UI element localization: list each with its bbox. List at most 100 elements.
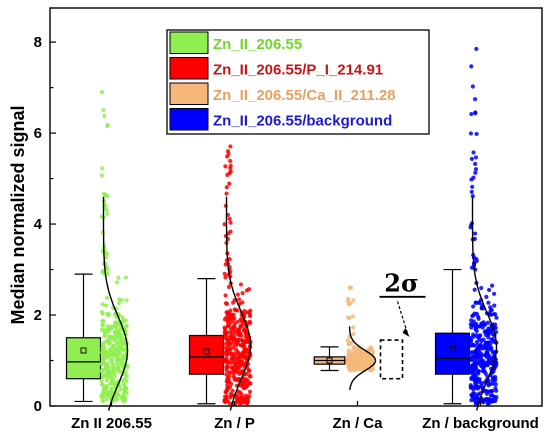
data-point: [241, 328, 247, 333]
data-point: [345, 338, 350, 343]
data-point: [248, 381, 253, 386]
data-point: [351, 298, 356, 303]
data-point: [225, 385, 230, 391]
data-point: [369, 367, 374, 372]
data-point: [116, 301, 121, 306]
distribution-curve: [102, 196, 129, 411]
data-point: [235, 308, 240, 313]
data-point: [102, 355, 107, 360]
data-point: [469, 64, 474, 69]
legend-swatch: [169, 108, 209, 131]
data-point: [119, 335, 125, 340]
mean-marker: [326, 357, 333, 364]
data-point: [247, 313, 253, 319]
data-point: [241, 399, 246, 404]
data-point: [347, 285, 352, 290]
y-tick-label: 4: [34, 216, 43, 233]
legend-label: Zn_II_206.55/P_I_214.91: [213, 62, 383, 79]
data-point: [486, 326, 491, 331]
data-point: [493, 322, 498, 327]
data-point: [469, 156, 475, 162]
data-point: [473, 161, 478, 166]
data-point: [100, 270, 105, 275]
data-point: [236, 360, 241, 365]
data-point: [225, 154, 230, 159]
data-point: [231, 341, 236, 346]
data-point: [479, 306, 484, 311]
data-point: [239, 319, 244, 324]
data-point: [124, 323, 129, 328]
data-point: [362, 364, 367, 369]
data-point: [223, 335, 228, 341]
data-point: [106, 312, 111, 317]
y-tick-label: 6: [34, 125, 42, 142]
plot-frame: [49, 7, 543, 407]
sigma-arrow: [396, 301, 409, 334]
data-point: [104, 372, 109, 377]
data-point: [236, 297, 242, 302]
data-point: [104, 378, 110, 383]
data-point: [100, 302, 105, 307]
data-point: [230, 345, 236, 350]
data-point: [479, 380, 484, 386]
x-tick-label: Zn II 206.55: [71, 415, 152, 432]
data-point: [472, 231, 478, 236]
data-point: [115, 333, 120, 339]
data-point: [471, 375, 476, 380]
data-point: [104, 388, 109, 394]
data-point: [112, 320, 118, 325]
data-point: [118, 362, 123, 367]
data-point: [474, 256, 479, 262]
data-point: [122, 339, 127, 345]
box: [434, 332, 471, 375]
data-point: [470, 322, 475, 327]
data-point: [239, 392, 244, 397]
data-point: [472, 236, 477, 241]
data-point: [101, 343, 106, 348]
data-point: [110, 357, 115, 362]
data-point: [105, 211, 110, 217]
data-point: [486, 335, 491, 340]
data-point: [247, 393, 252, 399]
data-point: [224, 372, 229, 377]
sigma-annotation: 2σ: [379, 268, 426, 380]
data-point: [104, 295, 110, 300]
data-point: [471, 150, 476, 155]
data-point: [102, 361, 107, 366]
data-point: [104, 303, 109, 308]
data-point: [105, 271, 110, 277]
data-point: [473, 111, 478, 116]
data-point: [105, 364, 110, 369]
data-point: [475, 314, 481, 319]
plot-layer: Zn II 206.55 Zn / P Zn / Ca Zn / background…: [34, 7, 543, 432]
data-point: [474, 131, 479, 137]
data-point: [350, 365, 356, 370]
data-point: [471, 332, 476, 337]
data-point: [124, 374, 129, 379]
y-tick-label: 2: [34, 307, 42, 324]
data-point: [118, 387, 123, 392]
data-point: [492, 303, 497, 308]
data-point: [112, 331, 117, 336]
data-point: [357, 347, 362, 353]
data-point: [119, 343, 125, 348]
data-point: [357, 351, 362, 357]
data-point: [113, 397, 118, 402]
data-point: [369, 356, 375, 361]
data-point: [245, 381, 250, 386]
data-point: [238, 282, 244, 287]
data-point: [119, 356, 125, 361]
y-tick-label: 8: [34, 34, 42, 51]
data-point: [469, 364, 474, 369]
data-point: [358, 359, 363, 364]
data-point: [104, 397, 109, 402]
data-point: [100, 166, 105, 171]
data-point: [238, 395, 243, 401]
data-point: [235, 292, 240, 297]
data-point: [473, 365, 478, 370]
data-point: [488, 308, 493, 313]
data-point: [231, 351, 236, 356]
data-point: [101, 191, 106, 196]
data-point: [101, 318, 106, 323]
data-point: [104, 207, 109, 213]
